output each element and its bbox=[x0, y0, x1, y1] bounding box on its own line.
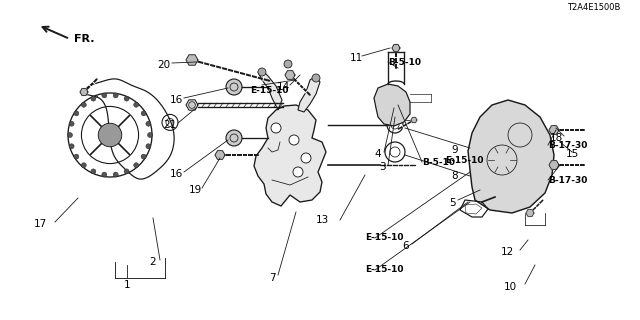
Circle shape bbox=[271, 123, 281, 133]
Circle shape bbox=[124, 96, 129, 101]
Circle shape bbox=[67, 132, 72, 138]
Circle shape bbox=[91, 169, 96, 174]
Circle shape bbox=[113, 172, 118, 177]
Circle shape bbox=[146, 144, 151, 149]
Text: E-15-10: E-15-10 bbox=[445, 156, 483, 164]
Circle shape bbox=[312, 74, 320, 82]
Text: 19: 19 bbox=[188, 185, 202, 195]
Circle shape bbox=[134, 163, 139, 168]
Text: 5: 5 bbox=[449, 198, 455, 208]
Text: 21: 21 bbox=[163, 120, 177, 130]
Polygon shape bbox=[254, 105, 326, 206]
Circle shape bbox=[74, 111, 79, 116]
Polygon shape bbox=[526, 210, 534, 216]
Polygon shape bbox=[285, 71, 295, 79]
Circle shape bbox=[289, 135, 299, 145]
Circle shape bbox=[124, 169, 129, 174]
Text: 14: 14 bbox=[276, 82, 290, 92]
Polygon shape bbox=[186, 100, 198, 110]
Polygon shape bbox=[465, 204, 482, 214]
Circle shape bbox=[258, 68, 266, 76]
Text: 13: 13 bbox=[316, 215, 328, 225]
Circle shape bbox=[226, 79, 242, 95]
Text: B-17-30: B-17-30 bbox=[548, 140, 588, 149]
Polygon shape bbox=[392, 44, 400, 52]
Circle shape bbox=[102, 93, 107, 98]
Circle shape bbox=[141, 111, 146, 116]
Text: E-15-10: E-15-10 bbox=[365, 266, 403, 275]
Circle shape bbox=[69, 144, 74, 149]
Polygon shape bbox=[411, 117, 417, 123]
Circle shape bbox=[102, 172, 107, 177]
Circle shape bbox=[146, 121, 151, 126]
Text: 7: 7 bbox=[269, 273, 275, 283]
Text: 11: 11 bbox=[349, 53, 363, 63]
Circle shape bbox=[91, 96, 96, 101]
Circle shape bbox=[147, 132, 152, 138]
Polygon shape bbox=[215, 151, 225, 159]
Text: 6: 6 bbox=[403, 241, 410, 251]
Text: 2: 2 bbox=[150, 257, 156, 267]
Text: 15: 15 bbox=[565, 149, 579, 159]
Polygon shape bbox=[468, 100, 554, 213]
Text: B-5-10: B-5-10 bbox=[388, 58, 421, 67]
Text: 16: 16 bbox=[170, 169, 182, 179]
Circle shape bbox=[81, 102, 86, 107]
Text: 12: 12 bbox=[500, 247, 514, 257]
Circle shape bbox=[284, 60, 292, 68]
Text: 4: 4 bbox=[374, 149, 381, 159]
Text: 17: 17 bbox=[33, 219, 47, 229]
Circle shape bbox=[141, 154, 146, 159]
Polygon shape bbox=[298, 76, 320, 112]
Circle shape bbox=[113, 93, 118, 98]
Text: 18: 18 bbox=[549, 133, 563, 143]
Circle shape bbox=[385, 142, 405, 162]
Polygon shape bbox=[186, 55, 198, 65]
Circle shape bbox=[74, 154, 79, 159]
Text: 8: 8 bbox=[452, 171, 458, 181]
Circle shape bbox=[81, 163, 86, 168]
Polygon shape bbox=[549, 126, 559, 134]
Text: 10: 10 bbox=[504, 282, 516, 292]
Circle shape bbox=[293, 167, 303, 177]
Text: T2A4E1500B: T2A4E1500B bbox=[566, 3, 620, 12]
Circle shape bbox=[69, 121, 74, 126]
Text: 20: 20 bbox=[157, 60, 171, 70]
Polygon shape bbox=[258, 70, 282, 110]
Text: B-5-10: B-5-10 bbox=[422, 157, 455, 166]
Circle shape bbox=[301, 153, 311, 163]
Text: 3: 3 bbox=[379, 162, 385, 172]
Circle shape bbox=[99, 123, 122, 147]
Circle shape bbox=[226, 130, 242, 146]
Text: E-15-10: E-15-10 bbox=[365, 234, 403, 243]
Polygon shape bbox=[549, 161, 559, 169]
Circle shape bbox=[387, 117, 403, 133]
Polygon shape bbox=[374, 84, 410, 126]
Text: B-17-30: B-17-30 bbox=[548, 175, 588, 185]
Text: FR.: FR. bbox=[74, 34, 95, 44]
Text: E-15-10: E-15-10 bbox=[250, 85, 289, 94]
Text: 16: 16 bbox=[170, 95, 182, 105]
Text: 1: 1 bbox=[124, 280, 131, 290]
Circle shape bbox=[134, 102, 139, 107]
Text: 9: 9 bbox=[452, 145, 458, 155]
Polygon shape bbox=[80, 89, 88, 95]
